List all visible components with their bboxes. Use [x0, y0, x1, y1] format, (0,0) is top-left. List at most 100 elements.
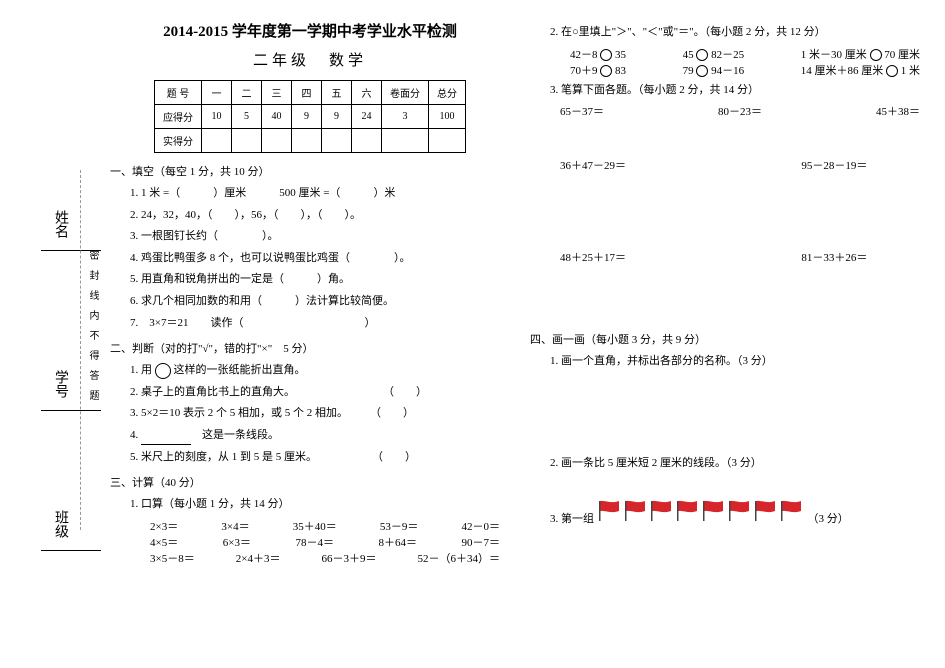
- expr: 6×3＝: [223, 534, 251, 550]
- margin-line: [41, 550, 101, 551]
- q2-3: 3. 5×2＝10 表示 2 个 5 相加，或 5 个 2 相加。 （ ）: [130, 405, 510, 423]
- cell: 三: [262, 81, 292, 105]
- expr: 3×4＝: [221, 518, 249, 534]
- calc-row: 48＋25＋17＝ 81－33＋26＝: [560, 249, 920, 265]
- section-4-head: 四、画一画（每小题 3 分，共 9 分）: [530, 331, 930, 347]
- q3-p3-head: 3. 笔算下面各题。（每小题 2 分，共 14 分）: [550, 82, 930, 100]
- q4-3: 3. 第一组 （3 分）: [550, 500, 930, 529]
- text: （3 分）: [808, 513, 849, 525]
- section-2-head: 二、判断（对的打"√"，错的打"×" 5 分）: [110, 340, 510, 356]
- cell: 10: [202, 105, 232, 129]
- q1-6: 6. 求几个相同加数的和用（ ）法计算比较简便。: [130, 293, 510, 311]
- expr: 90－7＝: [462, 534, 501, 550]
- compare-row: 70＋9 83 79 94－16 14 厘米＋86 厘米 1 米: [570, 62, 920, 78]
- q1-3: 3. 一根图钉长约（ ）。: [130, 228, 510, 246]
- table-row: 实得分: [155, 129, 466, 153]
- text: 2. 24，32，40，（: [130, 209, 213, 221]
- text: ）厘米: [213, 187, 246, 199]
- q2-4: 4. 这是一条线段。: [130, 427, 510, 445]
- cmp: 79 94－16: [683, 62, 745, 78]
- cmp: 14 厘米＋86 厘米 1 米: [801, 62, 920, 78]
- flag-icon: [701, 500, 725, 518]
- flag-icon: [727, 500, 751, 518]
- paren: （ ）: [375, 407, 414, 419]
- margin-id-label: 学号: [50, 370, 70, 398]
- text: 3. 第一组: [550, 513, 594, 525]
- section-3-head: 三、计算（40 分）: [110, 474, 510, 490]
- cell: 六: [352, 81, 382, 105]
- paren: （ ）: [378, 451, 417, 463]
- expr: 81－33＋26＝: [801, 249, 867, 265]
- expr: 66－3＋9＝: [321, 550, 376, 566]
- exam-title: 2014-2015 学年度第一学期中考学业水平检测: [110, 20, 510, 41]
- expr: 8＋64＝: [378, 534, 417, 550]
- expr: 78－4＝: [295, 534, 334, 550]
- circle-icon: [886, 65, 898, 77]
- seal-text: 密封线内不得答题: [85, 250, 100, 410]
- q3-p2-head: 2. 在○里填上"＞"、"＜"或"＝"。（每小题 2 分，共 12 分）: [550, 24, 930, 42]
- expr: 2×4＋3＝: [236, 550, 281, 566]
- seal-dashed-line: [80, 170, 81, 530]
- cell: 3: [382, 105, 429, 129]
- expr: 3×5－8＝: [150, 550, 195, 566]
- expr: 80－23＝: [718, 103, 762, 119]
- circle-icon: [696, 49, 708, 61]
- cmp: 1 米－30 厘米 70 厘米: [801, 46, 920, 62]
- q1-5: 5. 用直角和锐角拼出的一定是（ ）角。: [130, 271, 510, 289]
- q4-2: 2. 画一条比 5 厘米短 2 厘米的线段。（3 分）: [550, 455, 930, 473]
- text: 2. 桌子上的直角比书上的直角大。: [130, 386, 290, 398]
- paren: （ ）: [389, 386, 428, 398]
- margin-line: [41, 410, 101, 411]
- cell: 40: [262, 105, 292, 129]
- text: ）。: [345, 209, 362, 221]
- text: 这是一条线段。: [202, 429, 279, 441]
- circle-icon: [600, 65, 612, 77]
- expr: 4×5＝: [150, 534, 178, 550]
- text: 7. 3×7＝21 读作（: [130, 317, 243, 329]
- table-row: 应得分 10 5 40 9 9 24 3 100: [155, 105, 466, 129]
- expr: 42－0＝: [462, 518, 501, 534]
- cell: 五: [322, 81, 352, 105]
- flag-icon: [675, 500, 699, 518]
- calc-row: 36＋47－29＝ 95－28－19＝: [560, 157, 920, 173]
- text: 1. 用: [130, 364, 152, 376]
- expr: 65－37＝: [560, 103, 604, 119]
- flag-icon: [779, 500, 803, 518]
- text: 5. 米尺上的刻度，从 1 到 5 是 5 厘米。: [130, 451, 312, 463]
- expr: 2×3＝: [150, 518, 178, 534]
- cell: 应得分: [155, 105, 202, 129]
- flag-icon: [649, 500, 673, 518]
- cell: 总分: [429, 81, 466, 105]
- q4-1: 1. 画一个直角，并标出各部分的名称。（3 分）: [550, 353, 930, 371]
- expr: 35＋40＝: [293, 518, 337, 534]
- calc-row: 2×3＝ 3×4＝ 35＋40＝ 53－9＝ 42－0＝: [150, 518, 500, 534]
- table-row: 题 号 一 二 三 四 五 六 卷面分 总分: [155, 81, 466, 105]
- q2-2: 2. 桌子上的直角比书上的直角大。 （ ）: [130, 384, 510, 402]
- cmp: 70＋9 83: [570, 62, 626, 78]
- text: 1. 1 米 =（: [130, 187, 180, 199]
- cell: 100: [429, 105, 466, 129]
- expr: 45＋38＝: [876, 103, 920, 119]
- flag-icon: [597, 500, 621, 518]
- cell: 5: [232, 105, 262, 129]
- cell: 实得分: [155, 129, 202, 153]
- margin-class-label: 班级: [50, 510, 70, 538]
- cell: 卷面分: [382, 81, 429, 105]
- left-column: 2014-2015 学年度第一学期中考学业水平检测 二年级 数学 题 号 一 二…: [110, 20, 510, 566]
- cmp: 42－8 35: [570, 46, 626, 62]
- text: ），（: [301, 209, 323, 221]
- calc-row: 65－37＝ 80－23＝ 45＋38＝: [560, 103, 920, 119]
- expr: 48＋25＋17＝: [560, 249, 626, 265]
- text: 4.: [130, 429, 141, 441]
- flag-row: [597, 513, 805, 525]
- q1-1: 1. 1 米 =（ ）厘米 500 厘米 =（ ）米: [130, 185, 510, 203]
- q2-1: 1. 用 这样的一张纸能折出直角。: [130, 362, 510, 380]
- cell: 9: [292, 105, 322, 129]
- q1-4: 4. 鸡蛋比鸭蛋多 8 个，也可以说鸭蛋比鸡蛋（ ）。: [130, 250, 510, 268]
- expr: 95－28－19＝: [801, 157, 867, 173]
- cmp: 45 82－25: [683, 46, 745, 62]
- cell: 四: [292, 81, 322, 105]
- q1-7: 7. 3×7＝21 读作（ ）: [130, 315, 510, 333]
- flag-icon: [753, 500, 777, 518]
- q2-5: 5. 米尺上的刻度，从 1 到 5 是 5 厘米。 （ ）: [130, 449, 510, 467]
